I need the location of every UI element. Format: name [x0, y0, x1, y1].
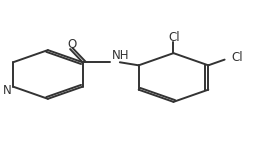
- Text: Cl: Cl: [231, 51, 243, 64]
- Text: O: O: [68, 38, 77, 51]
- Text: N: N: [3, 84, 12, 97]
- Text: Cl: Cl: [168, 31, 180, 44]
- Text: NH: NH: [112, 49, 129, 62]
